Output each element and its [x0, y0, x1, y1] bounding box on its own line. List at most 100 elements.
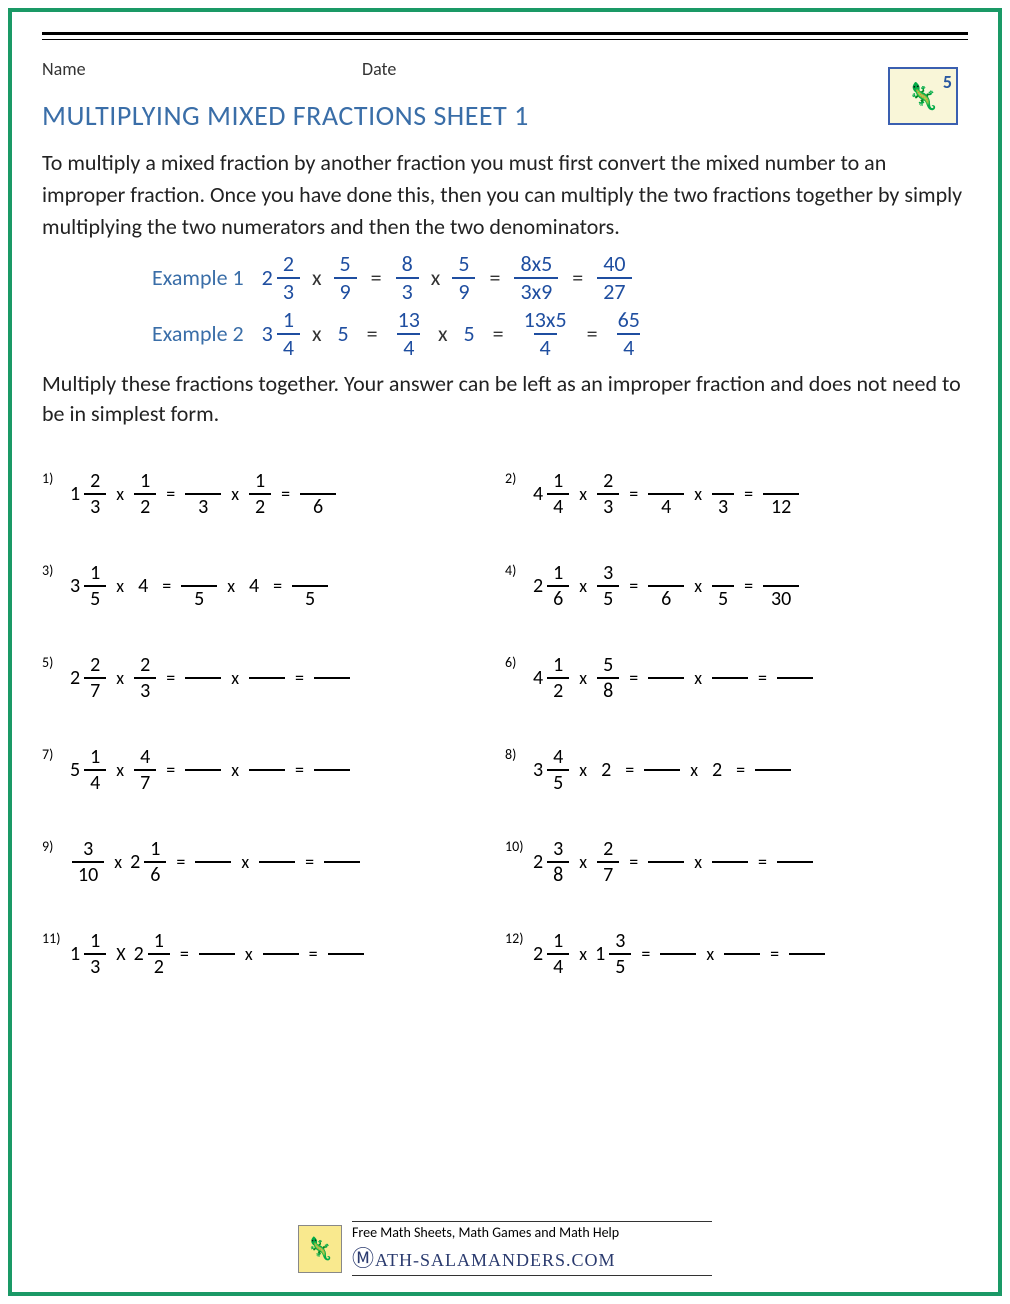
- numerator: 1: [134, 471, 156, 493]
- fraction: 14: [277, 309, 300, 359]
- equals: =: [180, 943, 189, 965]
- numerator: 1: [547, 563, 569, 585]
- fraction: 15: [84, 563, 106, 609]
- numerator: 1: [547, 931, 569, 953]
- fraction: 3: [712, 471, 734, 517]
- times-op: x: [579, 575, 587, 597]
- numerator: 1: [84, 747, 106, 769]
- blank-fraction: 30: [763, 563, 799, 609]
- times-op: X: [116, 943, 125, 965]
- times-op: x: [694, 667, 702, 689]
- mixed-whole: 2: [533, 850, 543, 874]
- problem: 12)214x135= x =: [505, 908, 968, 1000]
- whole-number: 5: [338, 320, 349, 347]
- denominator: 7: [84, 677, 106, 701]
- mixed-whole: 1: [70, 942, 80, 966]
- numerator: 8: [396, 253, 419, 277]
- equals: =: [367, 320, 378, 347]
- times-op: x: [431, 264, 441, 291]
- numerator: 1: [547, 655, 569, 677]
- numerator: 5: [334, 253, 357, 277]
- numerator: 4: [134, 747, 156, 769]
- grade-logo: 🦎 5: [888, 67, 958, 125]
- times-op: x: [231, 759, 239, 781]
- fraction: 16: [547, 563, 569, 609]
- blank-fraction: [249, 747, 285, 793]
- example-row: Example 1223x59=83x59=8x53x9=4027: [42, 253, 968, 303]
- times-op: x: [231, 667, 239, 689]
- denominator: 3: [84, 953, 106, 977]
- numerator: 1: [144, 839, 166, 861]
- blank-fraction: [328, 931, 364, 977]
- fraction: 14: [547, 931, 569, 977]
- blank-fraction: [644, 747, 680, 793]
- equals: =: [758, 851, 767, 873]
- blank-fraction: 4: [648, 471, 684, 517]
- times-op: x: [579, 667, 587, 689]
- blank-fraction: [712, 655, 748, 701]
- denominator: 3: [84, 493, 106, 517]
- numerator: 2: [134, 655, 156, 677]
- problem: 5)227x23= x =: [42, 632, 505, 724]
- denominator: 5: [609, 953, 631, 977]
- equals: =: [587, 320, 598, 347]
- page-title: MULTIPLYING MIXED FRACTIONS SHEET 1: [42, 98, 968, 133]
- problem: 1)123x12= 3x12= 6: [42, 448, 505, 540]
- problem-number: 8): [505, 746, 525, 763]
- worksheet-frame: Name Date 🦎 5 MULTIPLYING MIXED FRACTION…: [8, 8, 1002, 1296]
- mixed-whole: 2: [262, 264, 273, 291]
- denominator: 8: [547, 861, 569, 885]
- footer-logo-icon: 🦎: [298, 1225, 342, 1273]
- header-row: Name Date: [42, 58, 968, 80]
- mixed-whole: 3: [70, 574, 80, 598]
- blank-fraction: [314, 747, 350, 793]
- equals: =: [166, 759, 175, 781]
- numerator: 1: [249, 471, 271, 493]
- problem-number: 10): [505, 838, 525, 855]
- problem: 4)216x35= 6x 5= 30: [505, 540, 968, 632]
- fraction: 59: [452, 253, 475, 303]
- equals: =: [625, 759, 634, 781]
- numerator: 1: [277, 309, 300, 333]
- times-op: x: [116, 483, 124, 505]
- numerator: 3: [77, 839, 99, 861]
- numerator: 5: [597, 655, 619, 677]
- blank-fraction: [789, 931, 825, 977]
- problem-number: 11): [42, 930, 62, 947]
- denominator: 6: [144, 861, 166, 885]
- mixed-whole: 2: [533, 942, 543, 966]
- salamander-icon: 🦎: [907, 80, 939, 112]
- numerator: 5: [452, 253, 475, 277]
- times-op: x: [116, 759, 124, 781]
- denominator: 3: [597, 493, 619, 517]
- numerator: [715, 563, 732, 585]
- example-label: Example 1: [152, 264, 244, 291]
- equals: =: [770, 943, 779, 965]
- denominator: 3: [134, 677, 156, 701]
- fraction: 58: [597, 655, 619, 701]
- mixed-whole: 1: [70, 482, 80, 506]
- times-op: x: [690, 759, 698, 781]
- equals: =: [629, 667, 638, 689]
- times-op: x: [694, 575, 702, 597]
- fraction: 16: [144, 839, 166, 885]
- problem: 2)414x23= 4x 3= 12: [505, 448, 968, 540]
- problem: 10)238x27= x =: [505, 816, 968, 908]
- mixed-whole: 1: [595, 942, 605, 966]
- equals: =: [641, 943, 650, 965]
- fraction: 12: [134, 471, 156, 517]
- times-op: x: [579, 851, 587, 873]
- denominator: 27: [597, 277, 631, 303]
- whole-number: 2: [712, 758, 722, 782]
- problem-number: 1): [42, 470, 62, 487]
- problem: 7)514x47= x =: [42, 724, 505, 816]
- times-op: x: [245, 943, 253, 965]
- equals: =: [166, 667, 175, 689]
- intro-text: To multiply a mixed fraction by another …: [42, 147, 968, 243]
- blank-fraction: [185, 747, 221, 793]
- fraction: 23: [277, 253, 300, 303]
- times-op: x: [241, 851, 249, 873]
- problem-number: 6): [505, 654, 525, 671]
- numerator: 1: [84, 563, 106, 585]
- numerator: 2: [84, 655, 106, 677]
